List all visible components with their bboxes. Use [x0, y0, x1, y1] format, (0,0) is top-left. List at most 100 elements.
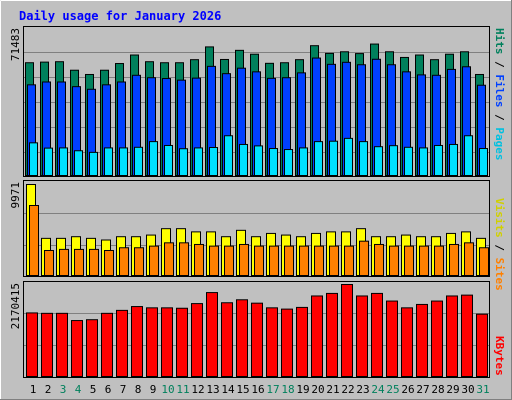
bar-pages — [314, 141, 323, 177]
bar-sites — [344, 245, 354, 276]
legend-separator: / — [493, 238, 506, 258]
bar-sites — [329, 245, 339, 276]
bar-sites — [284, 245, 294, 276]
day-label: 1 — [30, 383, 37, 396]
bar-sites — [44, 249, 54, 277]
day-label: 21 — [326, 383, 339, 396]
bar-kbytes — [386, 300, 398, 377]
day-label: 10 — [161, 383, 174, 396]
bar-sites — [89, 248, 99, 276]
bar-kbytes — [41, 312, 53, 378]
bar-kbytes — [206, 292, 218, 377]
day-label: 28 — [431, 383, 444, 396]
day-label: 15 — [236, 383, 249, 396]
bar-kbytes — [461, 294, 473, 378]
bar-sites — [29, 205, 39, 276]
bar-kbytes — [296, 306, 308, 377]
bar-kbytes — [176, 307, 188, 377]
bar-kbytes — [266, 307, 278, 378]
bar-kbytes — [86, 319, 98, 377]
bar-pages — [284, 149, 293, 176]
bar-sites — [119, 247, 129, 276]
legend-hits-files-pages: Hits / Files / Pages — [493, 28, 506, 161]
bar-sites — [479, 247, 489, 276]
day-label: 11 — [176, 383, 189, 396]
bars-visits-sites — [26, 184, 489, 277]
day-label: 12 — [191, 383, 204, 396]
bar-kbytes — [146, 307, 158, 378]
bar-pages — [434, 144, 443, 177]
bar-kbytes — [371, 292, 383, 378]
day-label: 27 — [416, 383, 429, 396]
day-label: 18 — [281, 383, 294, 396]
bar-kbytes — [161, 307, 173, 378]
bar-kbytes — [356, 295, 368, 377]
bar-kbytes — [416, 303, 428, 378]
day-label: 16 — [251, 383, 264, 396]
bar-pages — [449, 143, 458, 176]
legend-kbytes: KBytes — [493, 336, 506, 376]
bar-pages — [239, 143, 248, 176]
bar-sites — [149, 245, 159, 276]
bar-kbytes — [116, 309, 128, 377]
bars-hits-files-pages — [25, 43, 488, 177]
bar-sites — [239, 243, 249, 277]
bar-sites — [314, 245, 324, 276]
bar-pages — [194, 147, 203, 177]
bar-sites — [194, 243, 204, 277]
bar-sites — [404, 245, 414, 276]
bar-pages — [419, 147, 428, 177]
legend-files: Files — [493, 74, 506, 107]
day-label: 30 — [461, 383, 474, 396]
day-label: 4 — [75, 383, 82, 396]
bar-sites — [464, 242, 474, 277]
bar-pages — [374, 146, 383, 177]
bar-pages — [479, 148, 488, 177]
bar-pages — [389, 145, 398, 176]
bar-sites — [449, 243, 459, 277]
bar-kbytes — [446, 295, 458, 377]
bar-pages — [329, 140, 338, 176]
legend-separator: / — [493, 108, 506, 128]
bar-pages — [359, 141, 368, 177]
day-label: 25 — [386, 383, 399, 396]
bar-sites — [434, 245, 444, 276]
legend-pages: Pages — [493, 127, 506, 160]
bar-pages — [164, 144, 173, 177]
bar-sites — [269, 245, 279, 276]
day-labels: 1 2 3 4 5 6 7 8 9 10 11 12 13 14 15 16 17 18 19 20 21 22 23 24 2… — [30, 383, 490, 396]
day-label: 5 — [90, 383, 97, 396]
bar-pages — [464, 135, 473, 176]
bar-kbytes — [311, 295, 323, 377]
y-max-label-hits: 71483 — [9, 28, 22, 61]
bar-pages — [44, 147, 53, 176]
day-label: 22 — [341, 383, 354, 396]
bar-sites — [299, 245, 309, 276]
day-label: 13 — [206, 383, 219, 396]
day-label: 26 — [401, 383, 414, 396]
bar-pages — [119, 147, 128, 177]
bar-kbytes — [326, 292, 338, 378]
bar-pages — [344, 137, 353, 176]
day-label: 6 — [105, 383, 112, 396]
bar-pages — [404, 146, 413, 177]
y-max-label-visits: 9971 — [9, 182, 22, 209]
day-label: 2 — [45, 383, 52, 396]
legend-visits: Visits — [493, 198, 506, 238]
bar-pages — [209, 147, 218, 176]
bar-kbytes — [26, 312, 38, 378]
day-label: 17 — [266, 383, 279, 396]
bar-kbytes — [251, 302, 263, 377]
bar-sites — [74, 248, 84, 276]
bar-sites — [224, 245, 234, 276]
bar-sites — [59, 248, 69, 276]
day-label: 9 — [150, 383, 157, 396]
bar-kbytes — [56, 312, 68, 378]
bar-pages — [74, 150, 83, 176]
day-label: 19 — [296, 383, 309, 396]
bar-sites — [374, 243, 384, 277]
day-label: 20 — [311, 383, 324, 396]
bar-kbytes — [131, 306, 143, 377]
day-label: 7 — [120, 383, 127, 396]
